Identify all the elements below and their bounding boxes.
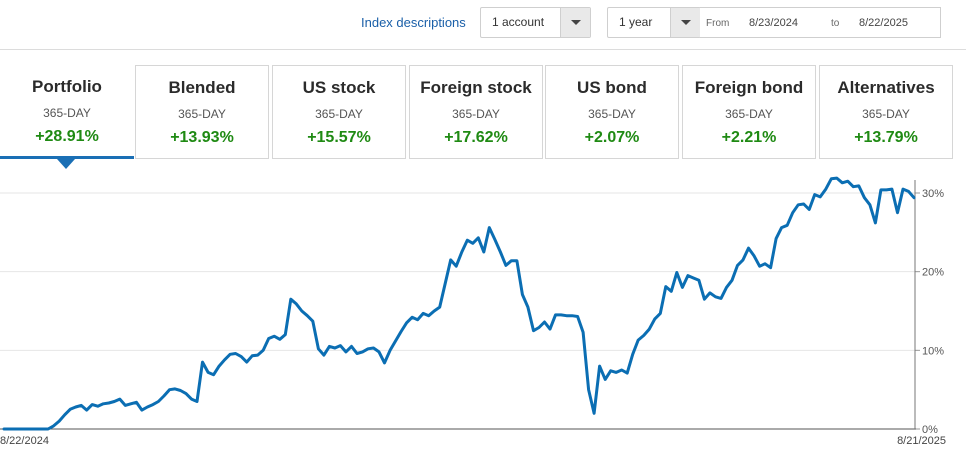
- y-tick-label: 30%: [922, 188, 944, 200]
- x-start-label: 8/22/2024: [0, 435, 49, 447]
- card-name: Blended: [168, 78, 236, 97]
- to-date-input[interactable]: 8/22/2025: [859, 17, 908, 29]
- x-end-label: 8/21/2025: [897, 435, 946, 447]
- card-us-stock[interactable]: US stock 365-DAY +15.57%: [272, 65, 406, 159]
- card-name: Foreign stock: [420, 78, 532, 97]
- y-tick-label: 20%: [922, 267, 944, 279]
- card-foreign-stock[interactable]: Foreign stock 365-DAY +17.62%: [409, 65, 543, 159]
- from-label: From: [706, 18, 730, 29]
- caret-down-icon: [681, 20, 691, 25]
- y-tick-label: 10%: [922, 345, 944, 357]
- card-period: 365-DAY: [178, 107, 226, 121]
- card-name: Foreign bond: [694, 78, 804, 97]
- card-return: +15.57%: [307, 129, 371, 146]
- card-return: +13.79%: [854, 129, 918, 146]
- account-dropdown-button[interactable]: [560, 8, 590, 37]
- to-label: to: [831, 18, 840, 29]
- card-return: +17.62%: [444, 129, 508, 146]
- active-pointer-icon: [57, 159, 75, 169]
- period-select-value: 1 year: [619, 15, 653, 29]
- card-us-bond[interactable]: US bond 365-DAY +2.07%: [545, 65, 679, 159]
- card-period: 365-DAY: [862, 107, 910, 121]
- account-select-value: 1 account: [492, 15, 545, 29]
- card-period: 365-DAY: [315, 107, 363, 121]
- card-blended[interactable]: Blended 365-DAY +13.93%: [135, 65, 269, 159]
- card-period: 365-DAY: [725, 107, 773, 121]
- card-return: +13.93%: [170, 129, 234, 146]
- card-name: US stock: [302, 78, 376, 97]
- card-name: Portfolio: [32, 77, 102, 96]
- card-return: +2.21%: [721, 129, 777, 146]
- card-return: +2.07%: [584, 129, 640, 146]
- card-foreign-bond[interactable]: Foreign bond 365-DAY +2.21%: [682, 65, 816, 159]
- period-dropdown-button[interactable]: [670, 8, 700, 37]
- toolbar: Index descriptions 1 account 1 year From…: [0, 0, 966, 50]
- card-alternatives[interactable]: Alternatives 365-DAY +13.79%: [819, 65, 953, 159]
- card-name: Alternatives: [837, 78, 935, 97]
- date-range: From 8/23/2024 to 8/22/2025: [700, 7, 941, 38]
- account-select[interactable]: 1 account: [480, 7, 591, 38]
- performance-chart: 0% 10% 20% 30% 8/22/2024 8/21/2025: [0, 176, 946, 447]
- card-name: US bond: [577, 78, 647, 97]
- card-portfolio[interactable]: Portfolio 365-DAY +28.91%: [0, 65, 134, 169]
- card-return: +28.91%: [35, 128, 99, 145]
- y-tick-label: 0%: [922, 424, 938, 436]
- index-descriptions-link[interactable]: Index descriptions: [361, 15, 466, 30]
- card-period: 365-DAY: [452, 107, 500, 121]
- period-select[interactable]: 1 year: [607, 7, 701, 38]
- card-period: 365-DAY: [588, 107, 636, 121]
- caret-down-icon: [571, 20, 581, 25]
- card-period: 365-DAY: [43, 106, 91, 120]
- from-date-input[interactable]: 8/23/2024: [749, 17, 798, 29]
- portfolio-series-line: [2, 176, 916, 431]
